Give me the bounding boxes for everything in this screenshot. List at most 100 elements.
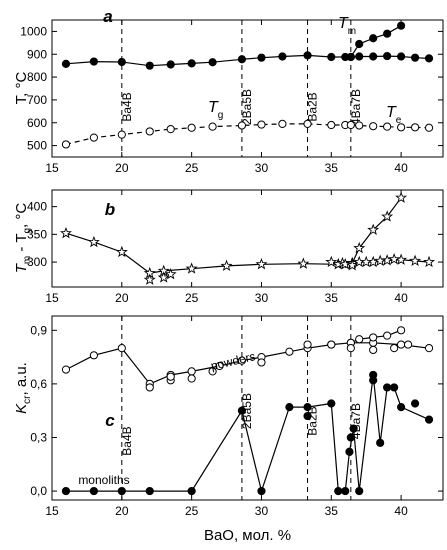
data-point	[325, 255, 338, 268]
data-point	[369, 52, 378, 61]
te-label: Te	[386, 104, 402, 126]
te-sub: e	[396, 115, 402, 126]
y-title-sub: m	[22, 256, 33, 264]
data-point	[369, 345, 378, 355]
powders-label: powders	[209, 349, 256, 373]
data-point	[187, 59, 196, 68]
data-point	[383, 51, 392, 61]
data-point	[383, 29, 392, 38]
x-tick-label: 25	[185, 504, 199, 518]
data-point	[117, 130, 126, 139]
data-point	[424, 123, 434, 132]
data-point	[397, 403, 406, 412]
data-point	[257, 486, 266, 496]
data-point	[145, 383, 154, 392]
data-point	[143, 273, 156, 285]
data-point	[208, 58, 217, 67]
data-point	[346, 433, 355, 442]
data-point	[297, 257, 310, 269]
x-tick-label: 15	[45, 291, 59, 305]
composition-label: 2Ba5B	[240, 393, 254, 429]
composition-label: Ba2B	[306, 92, 320, 121]
y-title-part: , a.u.	[13, 362, 30, 395]
y-tick-label: 900	[27, 47, 47, 61]
data-point	[187, 123, 196, 132]
data-point	[353, 241, 366, 254]
data-point	[61, 486, 71, 496]
data-point	[341, 486, 350, 496]
x-tick-label: 30	[255, 291, 269, 305]
data-point	[369, 34, 378, 43]
data-point	[278, 119, 287, 128]
data-point	[220, 259, 233, 272]
data-point	[278, 52, 287, 61]
data-point	[390, 383, 399, 392]
data-point	[327, 52, 336, 62]
plot-frame	[51, 189, 444, 288]
y-tick-label: 800	[27, 70, 47, 84]
y-tick-label: 350	[27, 227, 47, 241]
data-point	[381, 210, 394, 222]
series	[145, 340, 413, 392]
data-point	[61, 140, 71, 149]
tg-sub: g	[218, 110, 224, 121]
x-tick-label: 20	[115, 504, 129, 518]
series	[303, 376, 420, 442]
y-axis-title: T, °C	[13, 72, 30, 105]
x-tick-label: 25	[185, 161, 199, 175]
x-tick-label: 15	[45, 161, 59, 175]
data-point	[237, 406, 247, 415]
data-point	[257, 120, 266, 129]
composition-label: Ba4B	[120, 92, 134, 121]
x-tick-label: 35	[325, 291, 339, 305]
data-point	[424, 54, 434, 63]
data-point	[424, 415, 434, 424]
tg-main: T	[208, 99, 219, 116]
data-point	[403, 340, 413, 349]
data-point	[409, 254, 422, 267]
y-tick-label: 0,6	[30, 377, 47, 391]
data-point	[410, 123, 420, 132]
data-point	[383, 331, 392, 340]
data-point	[424, 344, 434, 353]
y-axis-title: Tm - Tg, °C	[13, 203, 33, 274]
data-point	[157, 271, 170, 283]
series	[332, 253, 436, 270]
data-point	[395, 253, 408, 265]
x-tick-label: 40	[394, 504, 408, 518]
data-point	[397, 21, 406, 30]
data-point	[285, 403, 294, 412]
data-point	[145, 486, 154, 496]
data-point	[303, 411, 312, 421]
data-point	[369, 376, 378, 385]
data-point	[383, 122, 392, 131]
data-point	[303, 119, 312, 128]
data-point	[87, 235, 100, 248]
data-point	[345, 447, 354, 456]
data-point	[89, 351, 98, 360]
data-point	[303, 340, 312, 349]
x-tick-label: 20	[115, 161, 129, 175]
panel-a: 15 20 25 30 35 40 500 600 700 800 900 1000 Ba4B 2Ba5B…	[13, 7, 444, 175]
data-point	[367, 223, 380, 235]
data-point	[166, 60, 175, 69]
data-point	[369, 333, 378, 342]
data-point	[257, 53, 266, 62]
data-point	[397, 123, 406, 132]
x-tick-label: 40	[394, 291, 408, 305]
data-point	[397, 52, 406, 61]
data-point	[303, 51, 312, 60]
y-tick-label: 0,9	[30, 323, 47, 337]
data-point	[346, 259, 359, 271]
data-point	[355, 39, 364, 49]
monoliths-label: monoliths	[78, 473, 129, 487]
composition-label: Ba4B	[120, 426, 134, 455]
data-point	[376, 438, 385, 447]
tm-sub: m	[348, 26, 356, 37]
data-point	[388, 253, 401, 265]
data-point	[349, 424, 358, 433]
y-tick-label: 400	[27, 200, 47, 214]
y-axis-title: Kcr, a.u.	[13, 362, 33, 414]
data-point	[303, 403, 312, 412]
